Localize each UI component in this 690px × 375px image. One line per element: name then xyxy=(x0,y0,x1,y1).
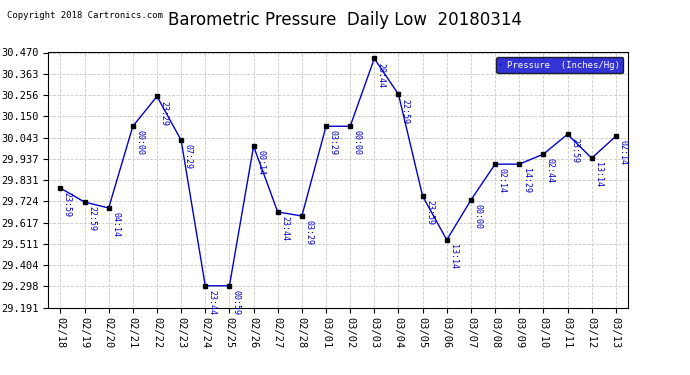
Text: 02:14: 02:14 xyxy=(618,140,627,165)
Text: 13:14: 13:14 xyxy=(594,162,603,188)
Text: 00:14: 00:14 xyxy=(256,150,265,176)
Text: 00:00: 00:00 xyxy=(473,204,482,229)
Text: 02:14: 02:14 xyxy=(497,168,506,194)
Text: 00:59: 00:59 xyxy=(232,290,241,315)
Text: 13:14: 13:14 xyxy=(449,244,458,269)
Legend: Pressure  (Inches/Hg): Pressure (Inches/Hg) xyxy=(496,57,623,73)
Text: 04:14: 04:14 xyxy=(111,212,120,237)
Text: 23:59: 23:59 xyxy=(570,138,579,164)
Text: 00:00: 00:00 xyxy=(135,130,144,155)
Text: 20:44: 20:44 xyxy=(377,63,386,88)
Text: 23:44: 23:44 xyxy=(208,290,217,315)
Text: 03:29: 03:29 xyxy=(328,130,337,155)
Text: Copyright 2018 Cartronics.com: Copyright 2018 Cartronics.com xyxy=(7,11,163,20)
Text: 03:29: 03:29 xyxy=(304,220,313,245)
Text: 23:59: 23:59 xyxy=(63,192,72,217)
Text: 22:59: 22:59 xyxy=(87,206,96,231)
Text: Barometric Pressure  Daily Low  20180314: Barometric Pressure Daily Low 20180314 xyxy=(168,11,522,29)
Text: 23:59: 23:59 xyxy=(425,200,434,225)
Text: 23:44: 23:44 xyxy=(280,216,289,241)
Text: 14:29: 14:29 xyxy=(522,168,531,194)
Text: 02:44: 02:44 xyxy=(546,158,555,183)
Text: 07:29: 07:29 xyxy=(184,144,193,170)
Text: 23:29: 23:29 xyxy=(159,100,168,126)
Text: 22:59: 22:59 xyxy=(401,99,410,123)
Text: 00:00: 00:00 xyxy=(353,130,362,155)
